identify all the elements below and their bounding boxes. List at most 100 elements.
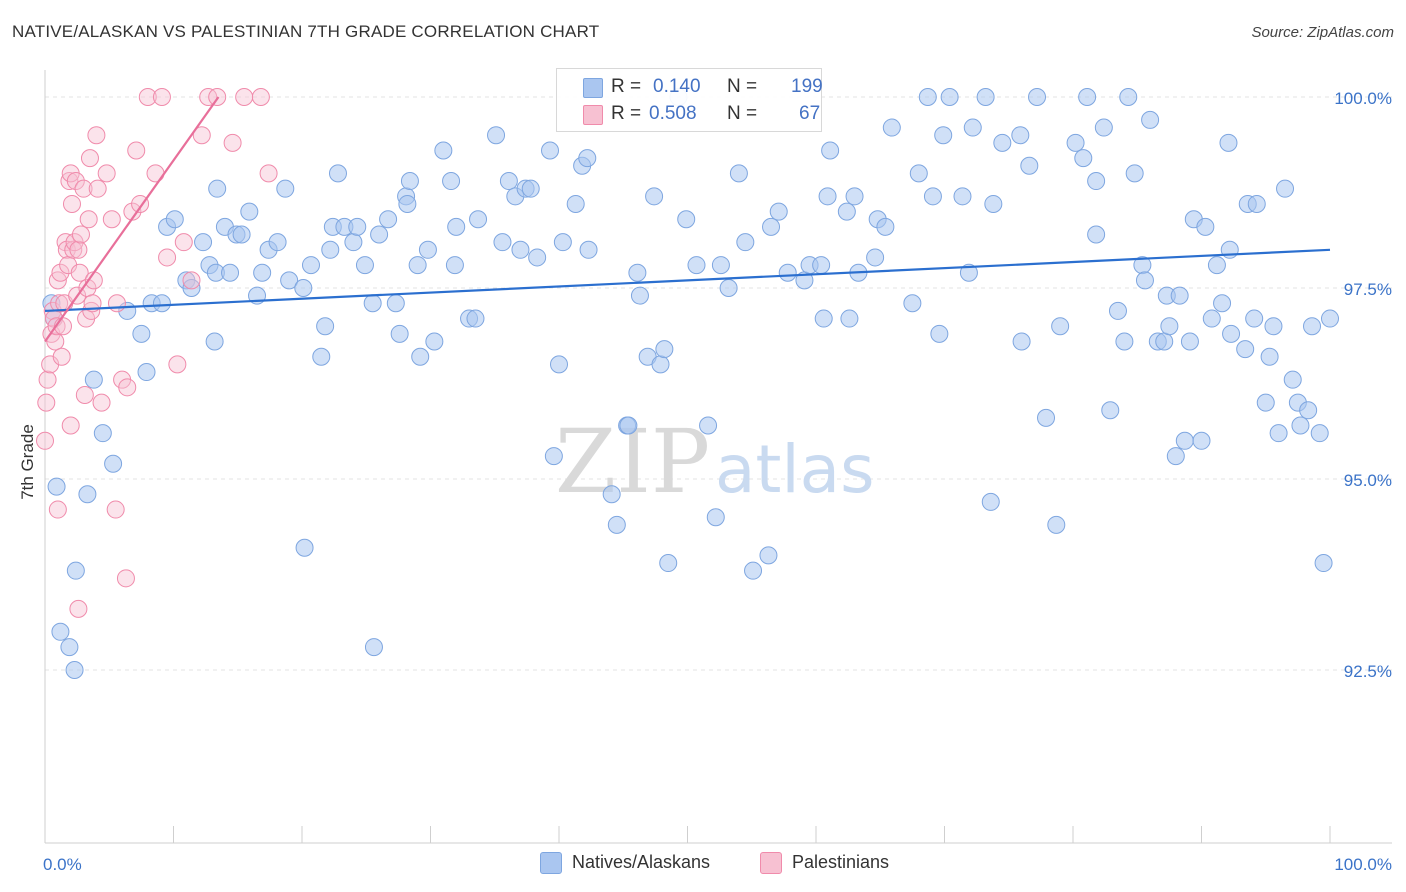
y-axis-label: 7th Grade: [18, 424, 37, 500]
native-point: [1094, 118, 1113, 137]
native-point: [276, 179, 295, 198]
native-point: [1283, 370, 1302, 389]
palestinian-point: [62, 194, 81, 213]
palestinian-point: [235, 88, 254, 106]
palestinian-point: [138, 88, 157, 106]
native-point: [1028, 88, 1047, 106]
native-point: [400, 172, 419, 191]
palestinian-point: [223, 133, 242, 152]
y-tick-label: 92.5%: [1344, 662, 1392, 681]
native-point: [1260, 347, 1279, 366]
trend-lines: [44, 96, 1331, 343]
native-point: [602, 485, 621, 504]
palestinian-point: [61, 416, 80, 435]
native-point: [521, 179, 540, 198]
native-point: [1078, 88, 1097, 106]
native-point: [845, 187, 864, 206]
native-point: [1256, 393, 1275, 412]
native-point: [253, 263, 272, 282]
native-point: [953, 187, 972, 206]
native-point: [469, 210, 488, 229]
native-point: [940, 88, 959, 106]
palestinians-n-value: 67: [799, 103, 821, 124]
native-point: [1269, 424, 1288, 443]
palestinian-point: [174, 233, 193, 252]
native-point: [876, 217, 895, 236]
native-point: [280, 271, 299, 290]
y-tick-label: 100.0%: [1334, 89, 1392, 108]
natives-points: [42, 88, 1339, 679]
native-point: [1321, 309, 1339, 328]
native-point: [370, 225, 389, 244]
native-point: [511, 240, 530, 259]
y-tick-label: 97.5%: [1344, 280, 1392, 299]
palestinian-point: [51, 263, 70, 282]
x-tick-label-min: 0.0%: [43, 855, 82, 874]
native-point: [1310, 424, 1329, 443]
palestinian-point: [79, 210, 98, 229]
native-point: [355, 256, 374, 275]
native-point: [659, 554, 678, 573]
palestinians-swatch: [583, 105, 603, 125]
native-point: [1160, 317, 1179, 336]
native-point: [348, 217, 367, 236]
native-point: [1141, 110, 1160, 129]
native-point: [47, 477, 66, 496]
native-point: [364, 638, 383, 657]
native-point: [909, 164, 928, 183]
native-point: [1101, 401, 1120, 420]
native-point: [744, 561, 763, 580]
native-point: [418, 240, 437, 259]
native-point: [687, 256, 706, 275]
native-point: [1236, 340, 1255, 359]
palestinian-point: [251, 88, 270, 106]
palestinians-legend-swatch: [760, 852, 782, 874]
native-point: [1108, 301, 1127, 320]
palestinians-trend-line: [44, 96, 220, 343]
native-point: [1303, 317, 1322, 336]
native-point: [550, 355, 568, 374]
palestinian-point: [158, 248, 177, 267]
palestinian-point: [127, 141, 146, 160]
palestinian-point: [80, 149, 99, 168]
native-point: [976, 88, 995, 106]
native-point: [152, 294, 171, 313]
native-point: [434, 141, 453, 160]
native-point: [466, 309, 485, 328]
native-point: [447, 217, 466, 236]
native-point: [1155, 332, 1174, 351]
palestinian-point: [168, 355, 187, 374]
native-point: [699, 416, 718, 435]
native-point: [493, 233, 512, 252]
native-point: [363, 294, 382, 313]
native-point: [1051, 317, 1070, 336]
native-point: [445, 256, 464, 275]
native-point: [78, 485, 97, 504]
palestinian-point: [75, 385, 94, 404]
native-point: [1180, 332, 1199, 351]
native-point: [812, 256, 831, 275]
grid-lines: [45, 96, 1392, 671]
native-point: [137, 363, 156, 382]
chart-title: NATIVE/ALASKAN VS PALESTINIAN 7TH GRADE …: [12, 22, 600, 41]
natives-legend-label: Natives/Alaskans: [572, 852, 711, 872]
native-point: [1020, 156, 1039, 175]
palestinian-point: [69, 599, 88, 618]
native-point: [487, 126, 506, 145]
native-point: [882, 118, 901, 137]
native-point: [923, 187, 942, 206]
palestinian-point: [146, 164, 165, 183]
palestinians-legend-label: Palestinians: [792, 852, 890, 872]
natives-swatch: [583, 78, 603, 98]
native-point: [182, 279, 201, 297]
native-point: [628, 263, 647, 282]
native-point: [408, 256, 427, 275]
native-point: [719, 279, 738, 297]
palestinian-point: [52, 347, 71, 366]
native-point: [1087, 225, 1106, 244]
native-point: [993, 133, 1012, 152]
palestinian-point: [69, 240, 88, 259]
palestinian-point: [107, 294, 126, 313]
native-point: [578, 149, 597, 168]
native-point: [65, 661, 84, 679]
